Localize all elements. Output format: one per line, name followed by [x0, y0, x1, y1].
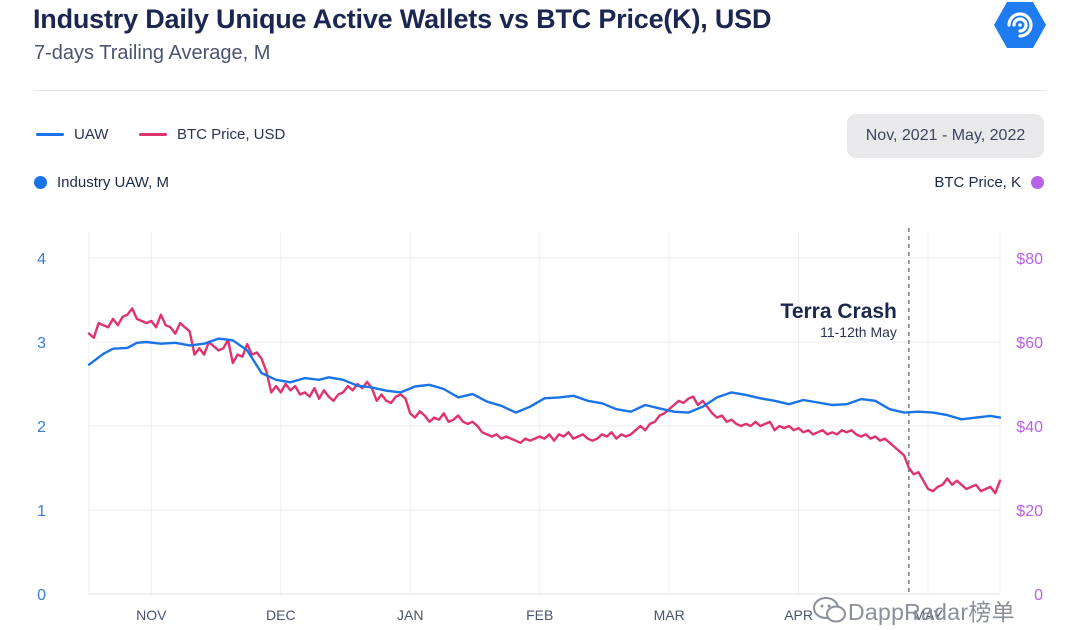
- left-axis-tick: 1: [37, 503, 46, 520]
- right-axis-tick: $40: [1016, 419, 1043, 436]
- x-axis-tick: APR: [784, 607, 813, 623]
- left-axis-tick: 3: [37, 335, 46, 352]
- right-axis-tick: $80: [1016, 251, 1043, 268]
- x-axis-tick: FEB: [526, 607, 553, 623]
- left-axis-title: Industry UAW, M: [34, 174, 169, 191]
- header-divider: [34, 90, 1046, 91]
- dappradar-logo-icon: [994, 2, 1046, 48]
- right-axis-tick: $60: [1016, 335, 1043, 352]
- terra-crash-date: 11-12th May: [820, 324, 897, 340]
- chart-ticks: 0 0 1 $20 2 $40 3 $60 4 $80 NOV DEC JAN FEB MAR APR MAY: [37, 251, 1043, 623]
- btc-series-line: [87, 307, 1002, 495]
- watermark: DappRadar榜单: [812, 593, 1015, 627]
- terra-crash-title: Terra Crash: [781, 300, 897, 323]
- legend-uaw[interactable]: UAW: [36, 126, 108, 143]
- x-axis-tick: MAY: [913, 607, 943, 623]
- legend-btc-label: BTC Price, USD: [177, 126, 286, 143]
- left-axis-dot-icon: [34, 176, 47, 189]
- right-axis-tick: 0: [1034, 587, 1043, 604]
- terra-crash-annotation: Terra Crash 11-12th May: [781, 228, 910, 594]
- legend-uaw-swatch: [36, 133, 64, 136]
- wechat-icon: [813, 597, 846, 623]
- chart-grid: [88, 232, 1001, 595]
- date-range-button[interactable]: Nov, 2021 - May, 2022: [847, 114, 1044, 158]
- right-axis-title-text: BTC Price, K: [934, 174, 1021, 191]
- legend-uaw-label: UAW: [74, 126, 109, 143]
- right-axis-dot-icon: [1031, 176, 1044, 189]
- legend-btc[interactable]: BTC Price, USD: [139, 126, 285, 143]
- left-axis-title-text: Industry UAW, M: [57, 174, 169, 191]
- right-axis-tick: $20: [1016, 503, 1043, 520]
- chart-title: Industry Daily Unique Active Wallets vs …: [33, 4, 772, 34]
- watermark-text: DappRadar榜单: [848, 599, 1015, 625]
- chart-subtitle: 7-days Trailing Average, M: [34, 42, 271, 64]
- x-axis-tick: DEC: [266, 607, 296, 623]
- chart-series: [87, 307, 1002, 495]
- x-axis-tick: MAR: [654, 607, 685, 623]
- right-axis-title: BTC Price, K: [934, 174, 1044, 191]
- uaw-series-line: [87, 337, 1002, 421]
- left-axis-tick: 2: [37, 419, 46, 436]
- x-axis-tick: NOV: [136, 607, 167, 623]
- x-axis-tick: JAN: [397, 607, 423, 623]
- legend-btc-swatch: [139, 133, 167, 136]
- left-axis-tick: 0: [37, 587, 46, 604]
- left-axis-tick: 4: [37, 251, 46, 268]
